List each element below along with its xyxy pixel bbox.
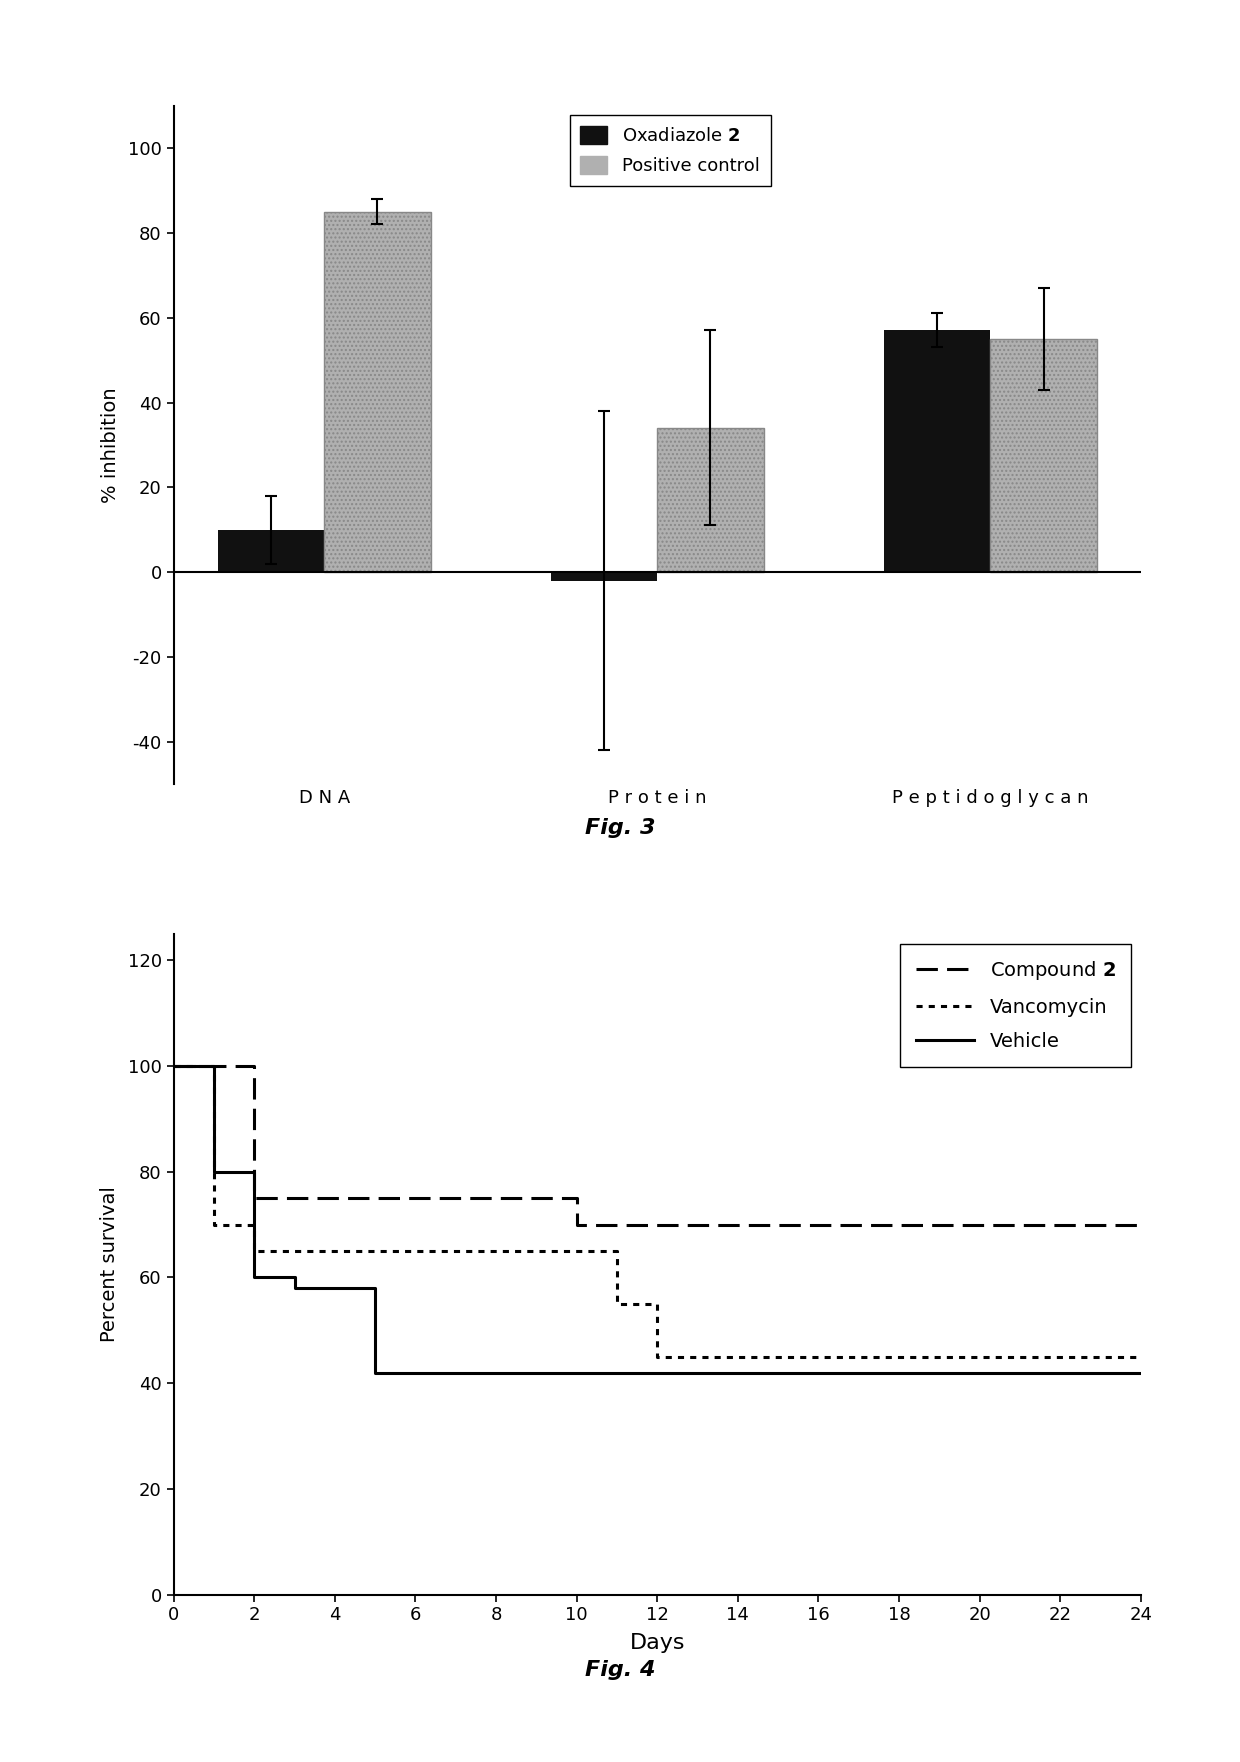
Legend: Compound $\mathbf{2}$, Vancomycin, Vehicle: Compound $\mathbf{2}$, Vancomycin, Vehic… (900, 944, 1131, 1066)
Bar (551, 573, 657, 580)
Bar (657, 428, 764, 573)
Bar (324, 211, 430, 573)
Text: Fig. 4: Fig. 4 (585, 1660, 655, 1681)
Bar (217, 530, 324, 573)
Bar (991, 338, 1097, 573)
Legend: Oxadiazole $\mathbf{2}$, Positive control: Oxadiazole $\mathbf{2}$, Positive contro… (569, 115, 770, 187)
Y-axis label: Percent survival: Percent survival (100, 1186, 119, 1343)
Y-axis label: % inhibition: % inhibition (100, 388, 119, 502)
Text: Fig. 3: Fig. 3 (585, 818, 655, 839)
X-axis label: Days: Days (630, 1633, 684, 1653)
Bar (884, 331, 991, 573)
